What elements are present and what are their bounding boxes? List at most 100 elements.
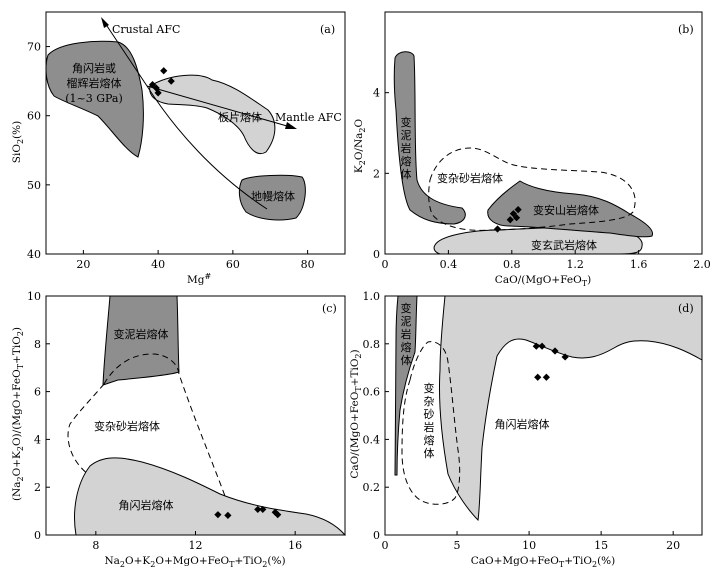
x-tick-label: 0 (382, 539, 389, 552)
panel-b-ticks: 0 0.4 0.8 1.2 1.6 2.0 0 2 4 (373, 87, 711, 271)
data-point (259, 505, 267, 514)
data-point (154, 89, 162, 97)
panel-b-label: (b) (678, 23, 694, 36)
y-tick-label: 0.4 (363, 433, 381, 446)
x-tick-label: 60 (226, 258, 240, 271)
panel-d-data-points (532, 342, 569, 381)
y-tick-label: 0.2 (363, 481, 381, 494)
y-tick-label: 6 (34, 386, 41, 399)
field-mantle-melt (238, 174, 306, 221)
y-tick-label: 60 (27, 110, 41, 123)
mantle-curve (146, 85, 268, 210)
y-tick-label: 0 (373, 248, 380, 261)
panel-a-ticks: 20 40 60 80 40 50 60 70 (27, 41, 315, 271)
y-tick-label: 40 (27, 248, 41, 261)
panel-d-xlabel: CaO+MgO+FeOT+TiO2(%) (471, 555, 616, 569)
field-metagraywacke-melt-d (401, 341, 461, 505)
x-tick-label: 2.0 (693, 258, 711, 271)
y-tick-label: 70 (27, 41, 41, 54)
field-label: 板片熔体 (218, 110, 262, 124)
data-point (512, 214, 521, 222)
mantle-afc-label: Mantle AFC (275, 111, 342, 124)
data-point (506, 216, 514, 224)
data-point (214, 511, 222, 519)
panel-c: 8 12 16 0 2 4 6 8 10 (c) Na2O+K2O+MgO+FeOT+TiO2(… (11, 290, 347, 569)
panel-d: 0 5 10 15 20 0 0.2 0.4 0.6 0.8 1.0 (d) CaO+MgO+FeO… (349, 290, 703, 569)
field-label: 变杂砂岩熔体 (94, 419, 160, 433)
data-point (254, 505, 262, 514)
y-tick-label: 8 (34, 338, 41, 351)
data-point (561, 353, 569, 361)
panel-c-data-points (214, 505, 282, 520)
panel-d-frame (384, 295, 703, 536)
data-point (160, 67, 168, 75)
field-metapelite-melt-c (102, 295, 180, 386)
x-tick-label: 1.6 (630, 258, 648, 271)
field-amphibolite-melt-d (438, 295, 703, 522)
x-tick-label: 16 (288, 539, 302, 552)
panel-b-fields (393, 51, 654, 255)
panel-b-ylabel: K2O/Na2O (353, 118, 367, 173)
y-tick-label: 4 (34, 433, 41, 446)
mantle-afc-line (146, 85, 295, 129)
panel-d-ylabel: CaO/(MgO+FeOT+TiO2) (349, 349, 363, 478)
crustal-afc-label: Crustal AFC (112, 23, 180, 36)
y-tick-label: 10 (27, 290, 41, 303)
panel-a-frame (45, 11, 346, 255)
data-point (224, 511, 232, 520)
data-point (542, 373, 550, 381)
data-point (551, 347, 559, 355)
y-tick-label: 4 (373, 87, 380, 100)
field-label: 角闪岩熔体 (119, 498, 174, 512)
field-label: (1~3 GPa) (65, 92, 123, 105)
panel-a-xlabel: Mg# (187, 272, 211, 286)
x-tick-label: 80 (301, 258, 315, 271)
field-label: 地幔熔体 (251, 189, 295, 203)
data-point (509, 210, 517, 218)
panel-c-ylabel: (Na2O+K2O)/(MgO+FeOT+TiO2) (11, 327, 25, 501)
data-point (167, 77, 175, 85)
x-tick-label: 1.2 (566, 258, 584, 271)
data-point (534, 373, 542, 381)
panel-d-ticks: 0 5 10 15 20 0 0.2 0.4 0.6 0.8 1.0 (363, 290, 681, 552)
panel-c-ticks: 8 12 16 0 2 4 6 8 10 (27, 290, 302, 552)
mantle-afc-arrowhead (285, 122, 297, 129)
x-tick-label: 8 (92, 539, 99, 552)
x-tick-label: 0.8 (503, 258, 521, 271)
data-point (274, 511, 282, 519)
x-tick-label: 20 (666, 539, 680, 552)
x-tick-label: 10 (522, 539, 536, 552)
x-tick-label: 0 (382, 258, 389, 271)
panel-a-fields (45, 40, 306, 221)
panel-d-fields (394, 295, 703, 522)
field-label: 变泥岩熔体 (114, 327, 169, 341)
x-tick-label: 12 (189, 539, 203, 552)
crustal-afc-line (102, 19, 148, 87)
field-label-vertical: 变泥岩熔体 (401, 301, 412, 367)
data-point (493, 225, 502, 233)
y-tick-label: 0 (373, 529, 380, 542)
field-metapelite-melt-d (394, 295, 418, 476)
field-label-vertical: 变泥岩熔体 (401, 115, 412, 181)
panel-c-fields (67, 295, 347, 536)
x-tick-label: 0.4 (440, 258, 458, 271)
y-tick-label: 0 (34, 529, 41, 542)
x-tick-label: 40 (151, 258, 165, 271)
field-metapelite-melt (393, 51, 466, 225)
field-label: 变安山岩熔体 (533, 203, 599, 217)
field-slab-melt (149, 74, 276, 154)
panel-b-xlabel: CaO/(MgO+FeOT) (495, 274, 591, 288)
field-label: 角闪岩熔体 (495, 417, 550, 431)
field-metagraywacke-melt-c (67, 353, 226, 497)
field-label: 变杂砂岩熔体 (437, 171, 503, 185)
field-label: 变玄武岩熔体 (531, 238, 597, 252)
data-point (538, 342, 546, 350)
y-tick-label: 0.8 (363, 338, 381, 351)
panel-a-label: (a) (320, 23, 335, 36)
y-tick-label: 2 (34, 481, 41, 494)
y-tick-label: 1.0 (363, 290, 381, 303)
crustal-afc-arrowhead (101, 17, 109, 28)
data-point (514, 206, 522, 214)
